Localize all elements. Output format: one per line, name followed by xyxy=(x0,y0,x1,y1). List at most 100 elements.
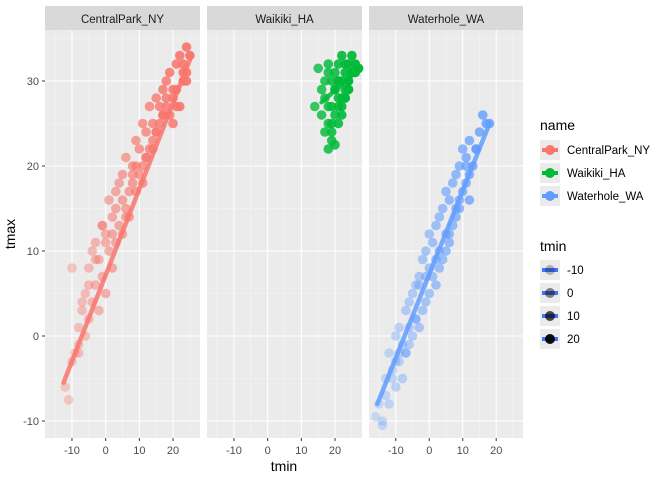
x-tick-label: 10 xyxy=(457,445,469,457)
data-point xyxy=(141,127,151,137)
data-point xyxy=(97,220,108,231)
facet-strip xyxy=(369,6,523,30)
data-point xyxy=(148,118,158,129)
data-point xyxy=(323,67,334,78)
legend-label: Waikiki_HA xyxy=(567,168,626,180)
data-point xyxy=(73,322,84,333)
x-tick-label: 0 xyxy=(265,445,271,457)
x-tick-label: 0 xyxy=(426,445,432,457)
data-point xyxy=(330,67,340,78)
data-point xyxy=(411,280,421,290)
data-point xyxy=(437,203,448,214)
y-axis-title: tmax xyxy=(2,219,18,249)
data-point xyxy=(337,110,347,120)
data-point xyxy=(427,237,438,248)
data-point xyxy=(447,178,458,188)
data-point xyxy=(431,280,441,290)
trend-line xyxy=(375,121,492,407)
legend-key-point xyxy=(545,288,555,298)
y-tick-label: 0 xyxy=(33,331,39,343)
data-point xyxy=(67,263,77,273)
y-tick-label: 20 xyxy=(27,161,39,173)
data-point xyxy=(114,178,124,188)
data-point xyxy=(63,395,74,405)
data-point xyxy=(434,263,445,273)
data-point xyxy=(441,186,451,197)
data-point xyxy=(464,195,475,205)
data-point xyxy=(340,59,351,69)
data-point xyxy=(114,220,124,231)
data-point xyxy=(107,212,118,222)
data-point xyxy=(90,280,101,290)
x-tick-label: 10 xyxy=(295,445,307,457)
trend-line xyxy=(61,53,194,385)
data-point xyxy=(437,254,448,265)
data-point xyxy=(401,305,411,316)
data-point xyxy=(171,59,182,69)
data-point xyxy=(407,288,418,299)
data-point xyxy=(77,297,87,307)
data-point xyxy=(117,169,128,180)
data-point xyxy=(137,118,148,129)
data-point xyxy=(104,195,114,205)
data-point xyxy=(127,169,138,180)
legend-label: -10 xyxy=(567,265,584,277)
data-point xyxy=(404,297,415,307)
data-point xyxy=(316,110,327,120)
data-point xyxy=(444,195,455,205)
facet-strip-label: Waterhole_WA xyxy=(408,14,485,26)
x-tick-label: 20 xyxy=(490,445,502,457)
data-point xyxy=(131,161,141,171)
data-point xyxy=(127,178,138,188)
data-point xyxy=(421,246,431,256)
data-point xyxy=(434,212,445,222)
x-tick-label: -10 xyxy=(64,445,80,457)
data-point xyxy=(90,254,101,265)
data-point xyxy=(151,93,161,103)
data-point xyxy=(391,382,401,392)
data-point xyxy=(333,101,344,112)
y-tick-label: 10 xyxy=(27,246,39,258)
data-point xyxy=(407,331,418,341)
data-point xyxy=(87,246,97,256)
legend-key-point xyxy=(545,168,555,178)
data-point xyxy=(431,220,441,231)
data-point xyxy=(323,101,334,112)
data-point xyxy=(181,42,192,52)
data-point xyxy=(134,144,145,154)
data-point xyxy=(100,237,111,248)
data-point xyxy=(77,305,87,316)
data-point xyxy=(84,280,94,290)
data-point xyxy=(343,84,354,95)
x-tick-label: 10 xyxy=(133,445,145,457)
data-point xyxy=(80,288,91,299)
data-point xyxy=(100,288,111,299)
data-point xyxy=(397,373,408,384)
data-point xyxy=(391,331,401,341)
legend-title-name: name xyxy=(540,117,575,133)
data-point xyxy=(394,322,404,333)
facet-strip-label: Waikiki_HA xyxy=(255,14,314,26)
y-tick-label: -10 xyxy=(23,416,39,428)
data-point xyxy=(377,420,388,431)
data-point xyxy=(94,254,104,265)
y-tick-label: 30 xyxy=(27,76,39,88)
facet-strip xyxy=(45,6,200,30)
data-point xyxy=(401,348,411,358)
data-point xyxy=(90,237,101,248)
data-point xyxy=(164,67,175,78)
data-point xyxy=(461,152,471,163)
data-point xyxy=(320,76,330,86)
data-point xyxy=(401,348,411,358)
x-tick-label: 0 xyxy=(103,445,109,457)
legend-key-point xyxy=(545,265,555,275)
data-point xyxy=(175,50,185,61)
data-point xyxy=(320,127,330,137)
legend-key-point xyxy=(545,191,555,201)
data-point xyxy=(100,229,111,239)
data-point xyxy=(337,93,347,103)
legend-key-point xyxy=(545,334,555,344)
data-point xyxy=(414,322,425,333)
